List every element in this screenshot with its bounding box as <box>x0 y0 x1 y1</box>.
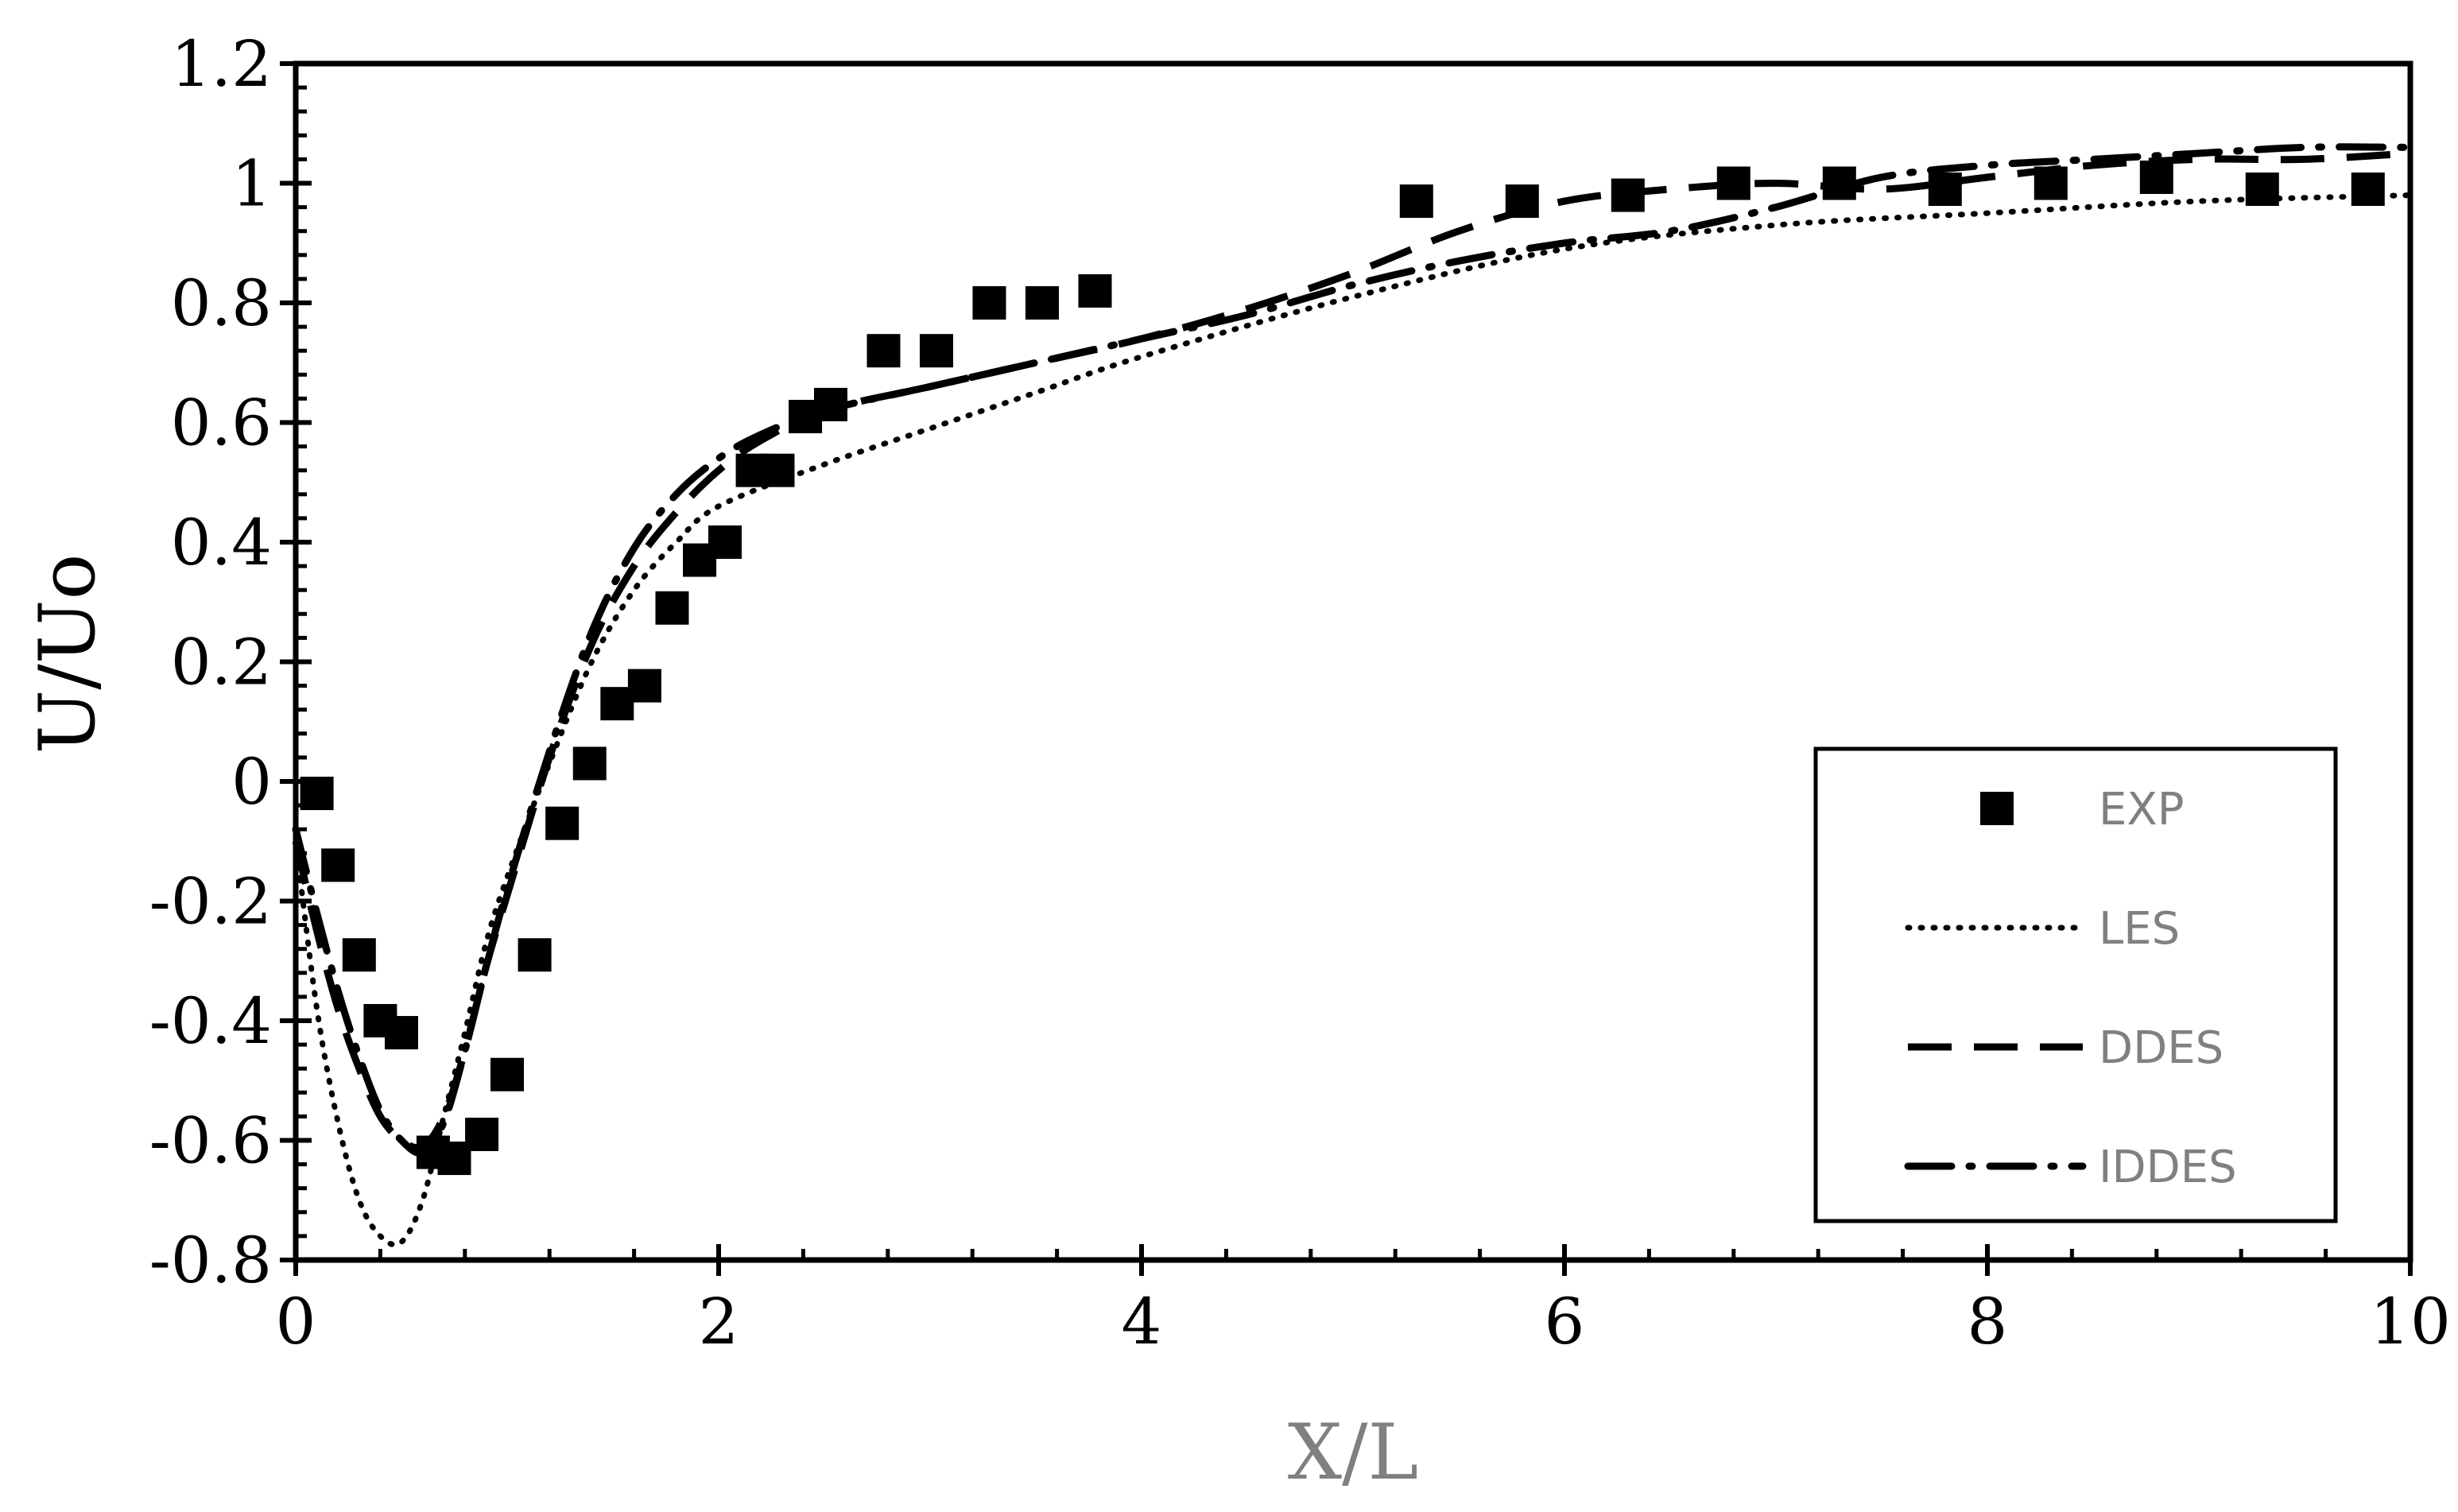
exp-marker <box>708 525 742 559</box>
exp-marker <box>627 669 661 703</box>
exp-marker <box>2245 173 2279 207</box>
exp-marker <box>655 591 689 625</box>
exp-marker <box>385 1016 418 1050</box>
legend-les-label: LES <box>2099 903 2180 955</box>
exp-marker <box>518 938 552 972</box>
y-tick-label: -0.4 <box>149 984 272 1058</box>
legend-exp-symbol <box>1980 792 2014 825</box>
y-axis-title: U/Uo <box>23 554 112 754</box>
x-tick-label: 6 <box>1545 1285 1585 1359</box>
exp-marker <box>761 453 795 487</box>
y-tick-label: -0.8 <box>149 1223 272 1297</box>
y-tick-label: -0.6 <box>149 1104 272 1178</box>
exp-marker <box>1611 178 1645 212</box>
y-tick-label: 0.8 <box>171 266 272 340</box>
legend-ddes-label: DDES <box>2099 1022 2223 1074</box>
exp-marker <box>1716 166 1750 200</box>
y-tick-label: 0 <box>231 745 272 819</box>
y-tick-label: 1.2 <box>171 27 272 101</box>
legend-iddes-label: IDDES <box>2099 1142 2237 1193</box>
exp-marker <box>1025 286 1059 320</box>
exp-marker <box>2033 166 2068 200</box>
exp-marker <box>919 334 953 368</box>
exp-marker <box>465 1117 499 1151</box>
y-tick-label: 0.4 <box>171 506 272 580</box>
x-tick-label: 4 <box>1122 1285 1162 1359</box>
exp-marker <box>2139 160 2173 194</box>
legend-exp-label: EXP <box>2099 784 2185 835</box>
exp-marker <box>2351 173 2385 207</box>
y-tick-label: 0.2 <box>171 626 272 700</box>
y-tick-label: 0.6 <box>171 386 272 460</box>
exp-marker <box>813 387 847 421</box>
x-tick-label: 8 <box>1968 1285 2008 1359</box>
y-tick-label: -0.2 <box>149 865 272 939</box>
exp-marker <box>490 1057 524 1091</box>
exp-marker <box>321 848 355 882</box>
exp-marker <box>1078 273 1112 308</box>
legend-box <box>1813 746 2338 1223</box>
exp-marker <box>972 286 1006 320</box>
les-line <box>293 192 2413 1248</box>
exp-marker <box>342 938 376 972</box>
exp-marker <box>1505 184 1539 219</box>
exp-marker <box>572 746 607 781</box>
y-tick-label: 1 <box>231 147 272 221</box>
x-axis-title: X/L <box>1288 1408 1418 1497</box>
exp-marker <box>1928 173 1962 207</box>
x-tick-label: 2 <box>699 1285 739 1359</box>
exp-marker <box>545 806 580 840</box>
exp-marker <box>867 334 901 368</box>
exp-marker <box>1822 166 1856 200</box>
exp-marker <box>300 777 334 811</box>
x-tick-label: 0 <box>276 1285 316 1359</box>
x-tick-label: 10 <box>2370 1285 2451 1359</box>
exp-marker <box>1399 184 1433 219</box>
